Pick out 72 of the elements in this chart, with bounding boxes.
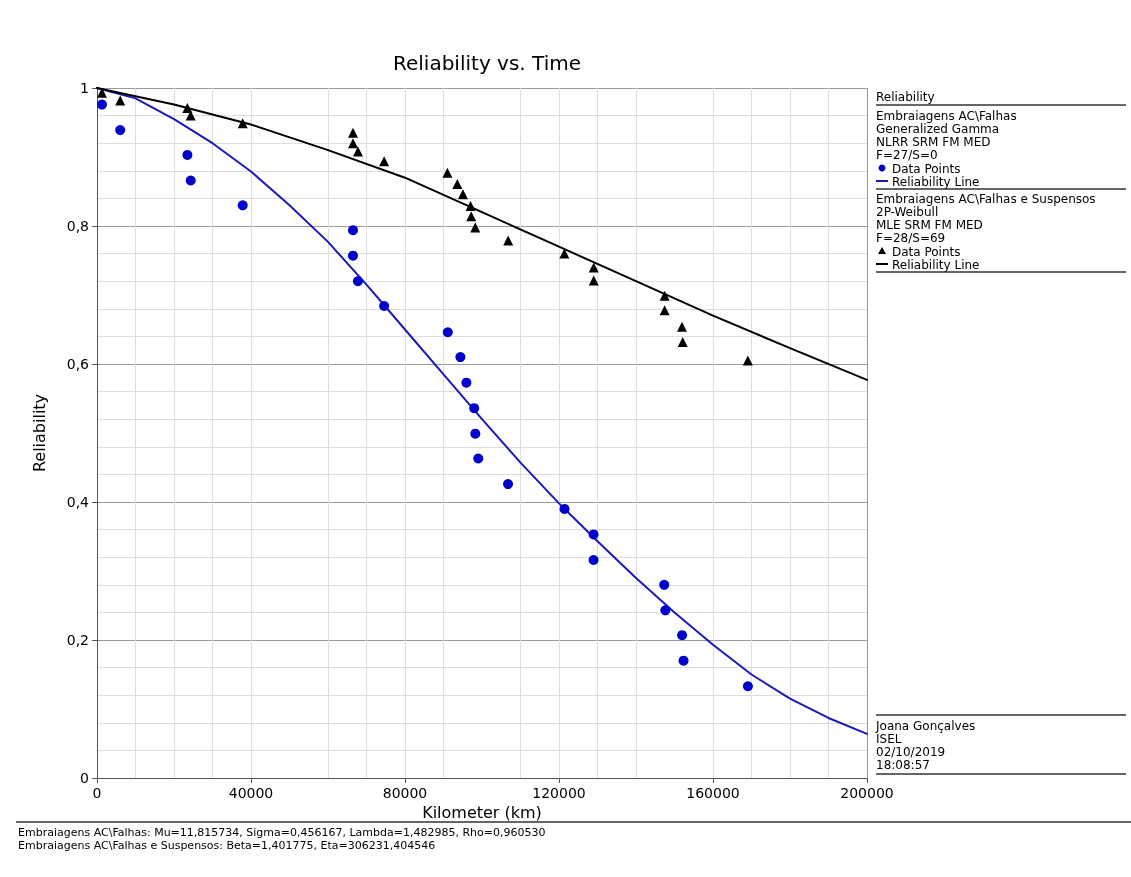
point [742, 355, 753, 366]
point [185, 175, 196, 186]
point [115, 125, 126, 136]
legend-label: Reliability Line [892, 174, 980, 189]
point [559, 248, 570, 259]
point [559, 503, 570, 514]
legend-title: Reliability [876, 89, 935, 104]
y-tick-label: 0,8 [66, 218, 89, 234]
point [503, 479, 514, 490]
point [442, 167, 453, 178]
point [352, 276, 363, 287]
point [659, 290, 670, 301]
point [182, 149, 193, 160]
y-tick-label: 0 [80, 770, 89, 786]
x-tick-label: 120000 [532, 785, 586, 801]
point [470, 222, 481, 233]
text: Embraiagens AC\Falhas: Mu=11,815734, Sigma=0,456167, Lambda=1,482985, Rho=0,960530 Embraiagens AC\Falhas e Suspensos: Beta=1,401775, Eta=306231,404546 [18, 826, 546, 852]
chart-title: Reliability vs. Time [393, 51, 581, 75]
point [659, 305, 670, 316]
y-tick-label: 0,4 [66, 494, 90, 510]
point [352, 146, 363, 157]
point [678, 655, 689, 666]
point [379, 301, 390, 312]
point [237, 118, 248, 129]
text: Embraiagens AC\Falhas Generalized Gamma NLRR SRM FM MED F=27/S=0 [876, 108, 1017, 162]
point [96, 99, 107, 110]
text: Joana Gonçalves ISEL 02/10/2019 18:08:57 [875, 718, 976, 772]
point [677, 630, 688, 641]
point [588, 275, 599, 286]
legend-label: Reliability Line [892, 257, 980, 272]
y-tick-label: 1 [80, 80, 89, 96]
y-axis-title: Reliability [29, 393, 49, 473]
point [473, 453, 484, 464]
point [588, 554, 599, 565]
point [348, 225, 358, 236]
point [379, 156, 390, 167]
point [348, 250, 358, 261]
point [461, 377, 472, 388]
y-tick-label: 0,2 [66, 632, 89, 648]
point [676, 321, 687, 332]
point [588, 529, 599, 540]
point [237, 200, 248, 211]
point [457, 189, 468, 200]
x-tick-label: 80000 [382, 785, 428, 801]
point [455, 352, 466, 363]
point [115, 95, 126, 106]
x-tick-label: 0 [92, 785, 102, 801]
point [185, 110, 196, 121]
text: Embraiagens AC\Falhas e Suspensos 2P-Weibull MLE SRM FM MED F=28/S=69 [876, 191, 1096, 245]
point [660, 605, 671, 616]
point [659, 579, 670, 590]
point [347, 127, 358, 138]
point [469, 403, 480, 414]
point [503, 235, 514, 246]
point [452, 178, 463, 189]
point [182, 103, 193, 114]
y-tick-label: 0,6 [66, 356, 90, 372]
point [677, 336, 688, 347]
legend-label: Data Points [892, 244, 961, 259]
x-tick-label: 40000 [228, 785, 274, 801]
point [442, 327, 453, 338]
legend-label: Data Points [892, 161, 961, 176]
point [96, 87, 107, 98]
point [588, 262, 599, 273]
point [465, 200, 476, 211]
point [742, 681, 753, 692]
point [347, 138, 358, 149]
point [466, 211, 477, 222]
x-tick-label: 200000 [840, 785, 894, 801]
x-tick-label: 160000 [686, 785, 740, 801]
x-axis-title: Kilometer (km) [422, 803, 542, 823]
point [470, 428, 481, 439]
